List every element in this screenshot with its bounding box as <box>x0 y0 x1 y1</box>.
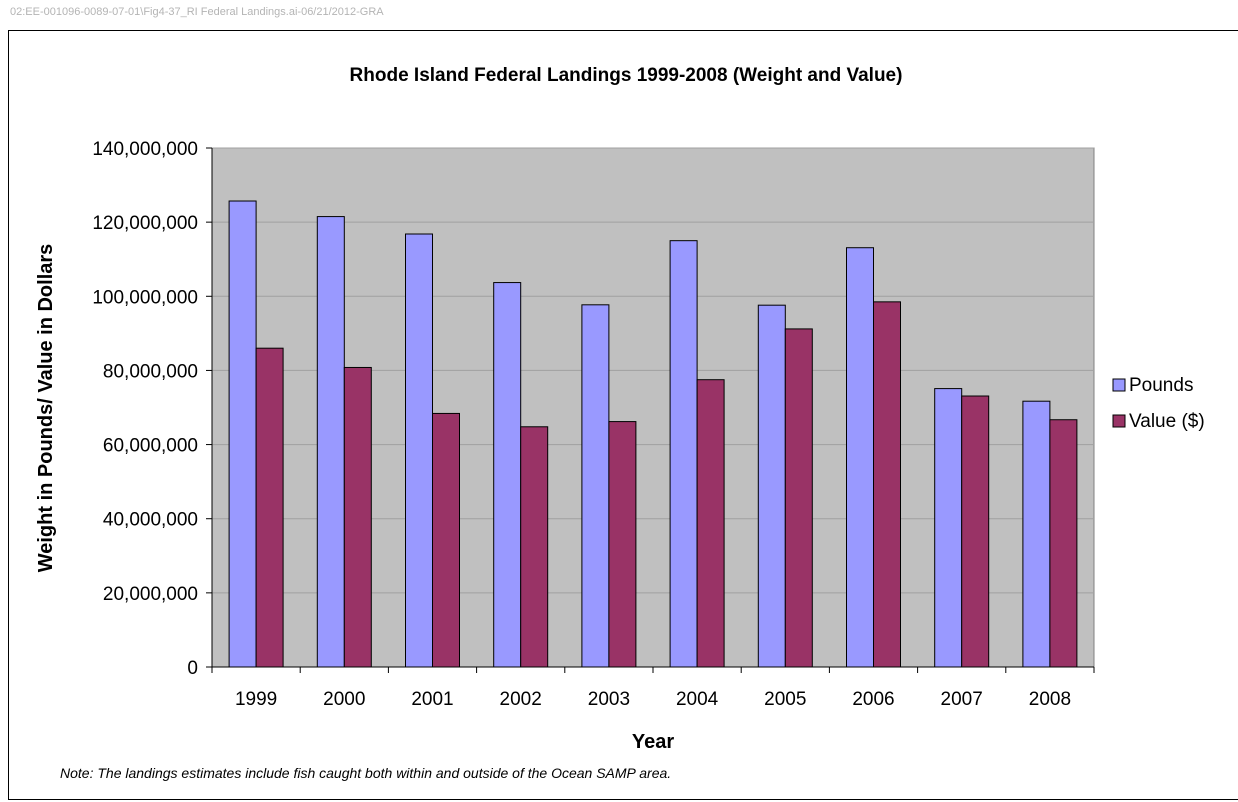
legend-label-value: Value ($) <box>1129 411 1205 432</box>
bar-value-1999 <box>255 347 284 668</box>
bar-pounds-2004 <box>669 240 698 668</box>
footnote: Note: The landings estimates include fis… <box>60 765 672 781</box>
legend-swatch-value <box>1112 414 1126 428</box>
x-tick-label: 2004 <box>676 689 719 710</box>
y-tick-label: 80,000,000 <box>103 361 198 382</box>
bar-pounds-2003 <box>581 304 610 668</box>
y-tick-label: 60,000,000 <box>103 436 198 457</box>
x-tick-label: 1999 <box>235 689 277 710</box>
y-tick-label: 0 <box>187 658 198 679</box>
bar-pounds-2007 <box>934 388 963 668</box>
bar-value-2004 <box>696 379 725 668</box>
bar-value-2002 <box>520 426 549 668</box>
bar-pounds-2005 <box>757 304 786 668</box>
chart-title: Rhode Island Federal Landings 1999-2008 … <box>350 65 903 86</box>
x-tick-label: 2000 <box>323 689 365 710</box>
bar-pounds-1999 <box>228 200 257 668</box>
y-tick-label: 20,000,000 <box>103 584 198 605</box>
x-tick-label: 2006 <box>852 689 894 710</box>
bar-value-2006 <box>873 301 901 668</box>
y-tick-label: 40,000,000 <box>103 510 198 531</box>
x-tick-label: 2003 <box>588 689 630 710</box>
y-tick-label: 100,000,000 <box>92 287 198 308</box>
legend: Pounds Value ($) <box>1112 375 1205 432</box>
legend-swatch-pounds <box>1112 378 1126 392</box>
bar-value-2003 <box>608 421 637 668</box>
y-tick-label: 120,000,000 <box>92 213 198 234</box>
x-tick-label: 2007 <box>941 689 983 710</box>
x-axis-label: Year <box>632 731 674 753</box>
bar-pounds-2008 <box>1022 400 1051 668</box>
y-axis-label: Weight in Pounds/ Value in Dollars <box>35 244 57 573</box>
bar-pounds-2000 <box>316 216 345 668</box>
x-tick-label: 2001 <box>411 689 453 710</box>
x-tick-label: 2002 <box>500 689 542 710</box>
x-tick-label: 2008 <box>1029 689 1071 710</box>
bar-value-2007 <box>961 395 990 668</box>
bar-value-2008 <box>1049 419 1078 668</box>
bar-value-2000 <box>343 366 372 668</box>
bar-pounds-2006 <box>846 247 874 668</box>
bar-pounds-2001 <box>405 233 433 668</box>
bar-value-2001 <box>432 412 460 668</box>
legend-label-pounds: Pounds <box>1129 375 1193 396</box>
file-path-stamp: 02:EE-001096-0089-07-01\Fig4-37_RI Feder… <box>10 6 384 18</box>
bar-pounds-2002 <box>493 282 522 668</box>
x-tick-label: 2005 <box>764 689 806 710</box>
bar-value-2005 <box>784 328 813 668</box>
y-tick-label: 140,000,000 <box>92 139 198 160</box>
